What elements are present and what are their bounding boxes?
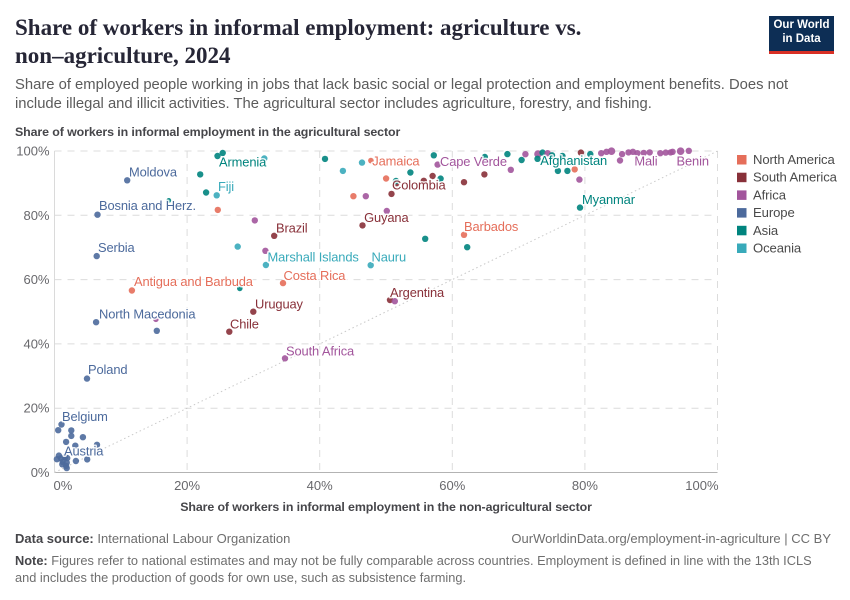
svg-text:60%: 60% <box>439 478 465 493</box>
svg-text:Nauru: Nauru <box>372 250 407 265</box>
svg-text:80%: 80% <box>572 478 598 493</box>
svg-text:Africa: Africa <box>753 187 787 202</box>
svg-text:North Macedonia: North Macedonia <box>99 306 196 321</box>
svg-text:100%: 100% <box>16 144 50 159</box>
svg-text:North America: North America <box>753 152 835 167</box>
svg-text:Guyana: Guyana <box>364 210 409 225</box>
svg-text:60%: 60% <box>23 272 49 287</box>
svg-text:Europe: Europe <box>753 205 795 220</box>
svg-text:80%: 80% <box>23 208 49 223</box>
svg-text:100%: 100% <box>685 478 719 493</box>
svg-text:Barbados: Barbados <box>464 219 518 234</box>
svg-text:Cape Verde: Cape Verde <box>440 154 507 169</box>
svg-text:Belgium: Belgium <box>62 409 108 424</box>
svg-text:Mali: Mali <box>634 154 657 169</box>
svg-text:Costa Rica: Costa Rica <box>284 268 347 283</box>
svg-text:South Africa: South Africa <box>286 344 355 359</box>
svg-text:Oceania: Oceania <box>753 241 802 256</box>
svg-text:Afghanistan: Afghanistan <box>540 153 607 168</box>
svg-text:Serbia: Serbia <box>98 240 135 255</box>
svg-text:0%: 0% <box>31 465 50 480</box>
svg-text:Argentina: Argentina <box>390 285 445 300</box>
svg-text:Moldova: Moldova <box>129 165 178 180</box>
svg-text:Armenia: Armenia <box>219 155 267 170</box>
svg-text:Brazil: Brazil <box>276 221 308 236</box>
svg-text:Asia: Asia <box>753 223 779 238</box>
svg-text:Myanmar: Myanmar <box>582 192 636 207</box>
svg-text:Antigua and Barbuda: Antigua and Barbuda <box>134 274 254 289</box>
svg-text:Uruguay: Uruguay <box>255 297 304 312</box>
svg-text:20%: 20% <box>174 478 200 493</box>
svg-text:40%: 40% <box>23 336 49 351</box>
svg-text:Benin: Benin <box>677 154 709 169</box>
svg-text:Poland: Poland <box>88 362 127 377</box>
svg-text:South America: South America <box>753 170 838 185</box>
svg-text:Austria: Austria <box>64 444 104 459</box>
svg-text:20%: 20% <box>23 401 49 416</box>
svg-text:Jamaica: Jamaica <box>372 154 420 169</box>
svg-text:Chile: Chile <box>230 317 259 332</box>
svg-text:Fiji: Fiji <box>218 179 234 194</box>
svg-text:0%: 0% <box>54 478 73 493</box>
svg-text:Marshall Islands: Marshall Islands <box>268 250 359 265</box>
svg-text:Colombia: Colombia <box>392 178 446 193</box>
svg-text:Bosnia and Herz.: Bosnia and Herz. <box>99 198 196 213</box>
svg-text:40%: 40% <box>307 478 333 493</box>
